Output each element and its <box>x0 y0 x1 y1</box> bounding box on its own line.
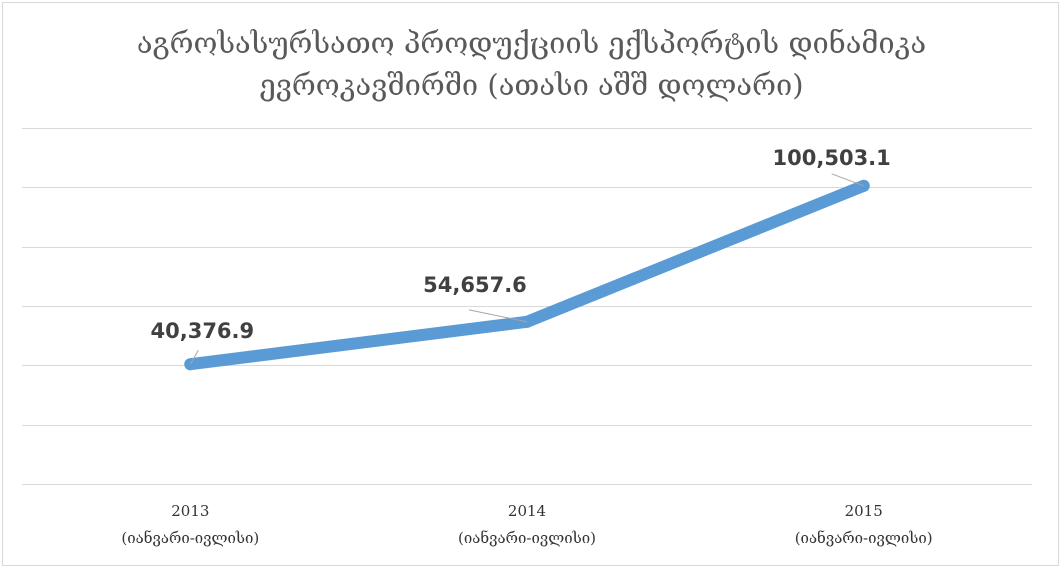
x-tick-label-year: 2013 <box>171 502 209 520</box>
x-tick-label-period: (იანვარი-ივლისი) <box>121 529 259 547</box>
x-axis: 2013 (იანვარი-ივლისი) 2014 (იანვარი-ივლისი)… <box>121 502 932 547</box>
series-layer <box>184 179 870 371</box>
chart-title-line-2: ევროკავშირში (ათასი აშშ დოლარი) <box>259 68 804 102</box>
data-label: 100,503.1 <box>773 146 891 170</box>
data-label-leader <box>189 349 199 365</box>
data-label-leader <box>831 173 864 187</box>
gridlines <box>22 128 1032 485</box>
x-tick-label-period: (იანვარი-ივლისი) <box>458 529 596 547</box>
data-label: 40,376.9 <box>151 319 255 343</box>
x-tick-label-year: 2015 <box>845 502 883 520</box>
data-label-leader <box>468 309 528 323</box>
x-tick-label-year: 2014 <box>508 502 546 520</box>
x-tick-label-period: (იანვარი-ივლისი) <box>795 529 933 547</box>
series-line <box>184 179 870 371</box>
data-label: 54,657.6 <box>423 273 527 297</box>
chart-title: აგროსასურსათო პროდუქციის ექსპორტის დინამ… <box>0 22 1063 106</box>
data-labels: 40,376.9 54,657.6 100,503.1 <box>151 146 891 365</box>
chart-title-line-1: აგროსასურსათო პროდუქციის ექსპორტის დინამ… <box>136 26 927 60</box>
